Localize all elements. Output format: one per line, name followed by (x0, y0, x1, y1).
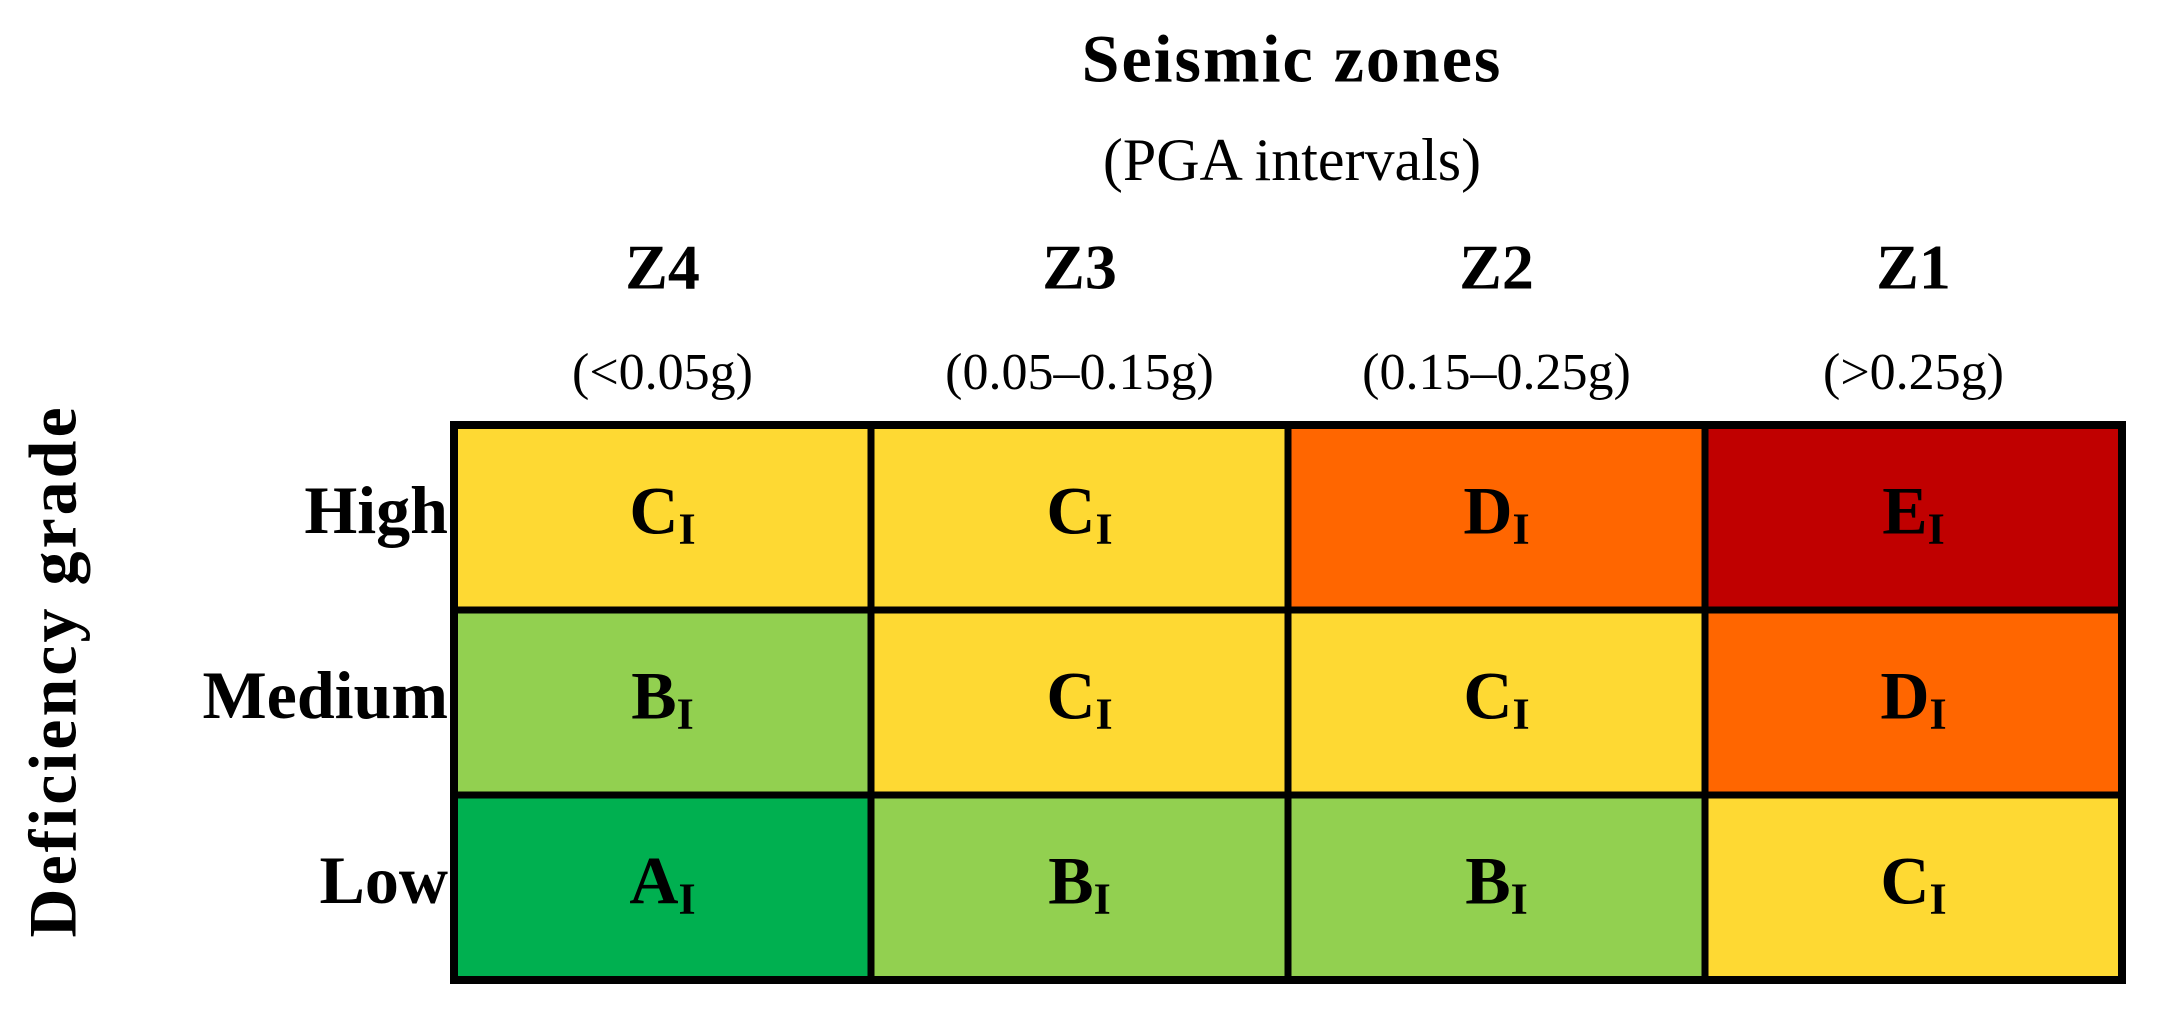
cell-label: AI (629, 842, 695, 923)
zone-range: (0.15–0.25g) (1362, 344, 1631, 401)
cell (867, 791, 1292, 984)
cell-subscript: I (1929, 875, 1946, 924)
cell-letter: C (1046, 657, 1095, 733)
cell-letter: C (629, 472, 678, 548)
cell (1701, 606, 2126, 799)
cell-label: BI (1465, 842, 1527, 923)
cell-subscript: I (1095, 690, 1112, 739)
cell-label: CI (629, 472, 695, 553)
cell (867, 606, 1292, 799)
cell-label: DI (1880, 657, 1946, 738)
zone-range: (<0.05g) (572, 344, 753, 401)
cell-label: DI (1463, 472, 1529, 553)
zone-label: Z1 (1876, 232, 1951, 303)
cell-label: EI (1882, 472, 1944, 553)
cell-subscript: I (1094, 875, 1111, 924)
subtitle: (PGA intervals) (1103, 127, 1481, 193)
row-label: Medium (202, 657, 448, 733)
y-axis-label: Deficiency grade (15, 404, 91, 937)
cell (867, 421, 1292, 614)
cell-subscript: I (1512, 690, 1529, 739)
title: Seismic zones (1082, 21, 1503, 97)
cell-letter: B (631, 657, 676, 733)
cell-subscript: I (1929, 690, 1946, 739)
row-label: Low (320, 842, 448, 918)
cell-letter: A (629, 842, 678, 918)
grid-border (450, 421, 2126, 984)
cell-subscript: I (1928, 505, 1945, 554)
zone-label: Z4 (625, 232, 700, 303)
cell-subscript: I (677, 690, 694, 739)
cell-letter: D (1463, 472, 1512, 548)
cell-subscript: I (1095, 505, 1112, 554)
cell (1701, 791, 2126, 984)
cell-subscript: I (678, 875, 695, 924)
cell-letter: C (1046, 472, 1095, 548)
cell-label: BI (1048, 842, 1110, 923)
cell-subscript: I (678, 505, 695, 554)
cell-label: CI (1046, 472, 1112, 553)
cell-letter: B (1048, 842, 1093, 918)
cell-letter: D (1880, 657, 1929, 733)
cell-label: CI (1046, 657, 1112, 738)
cell-letter: C (1880, 842, 1929, 918)
cell-label: CI (1880, 842, 1946, 923)
cell-letter: B (1465, 842, 1510, 918)
zone-label: Z2 (1459, 232, 1534, 303)
cell-subscript: I (1512, 505, 1529, 554)
cell-letter: C (1463, 657, 1512, 733)
row-label: High (304, 472, 448, 548)
zone-label: Z3 (1042, 232, 1117, 303)
cell-subscript: I (1511, 875, 1528, 924)
cell-label: CI (1463, 657, 1529, 738)
zone-range: (>0.25g) (1823, 344, 2004, 401)
zone-range: (0.05–0.15g) (945, 344, 1214, 401)
grid (450, 421, 2126, 984)
cell-letter: E (1882, 472, 1927, 548)
cell-label: BI (631, 657, 693, 738)
